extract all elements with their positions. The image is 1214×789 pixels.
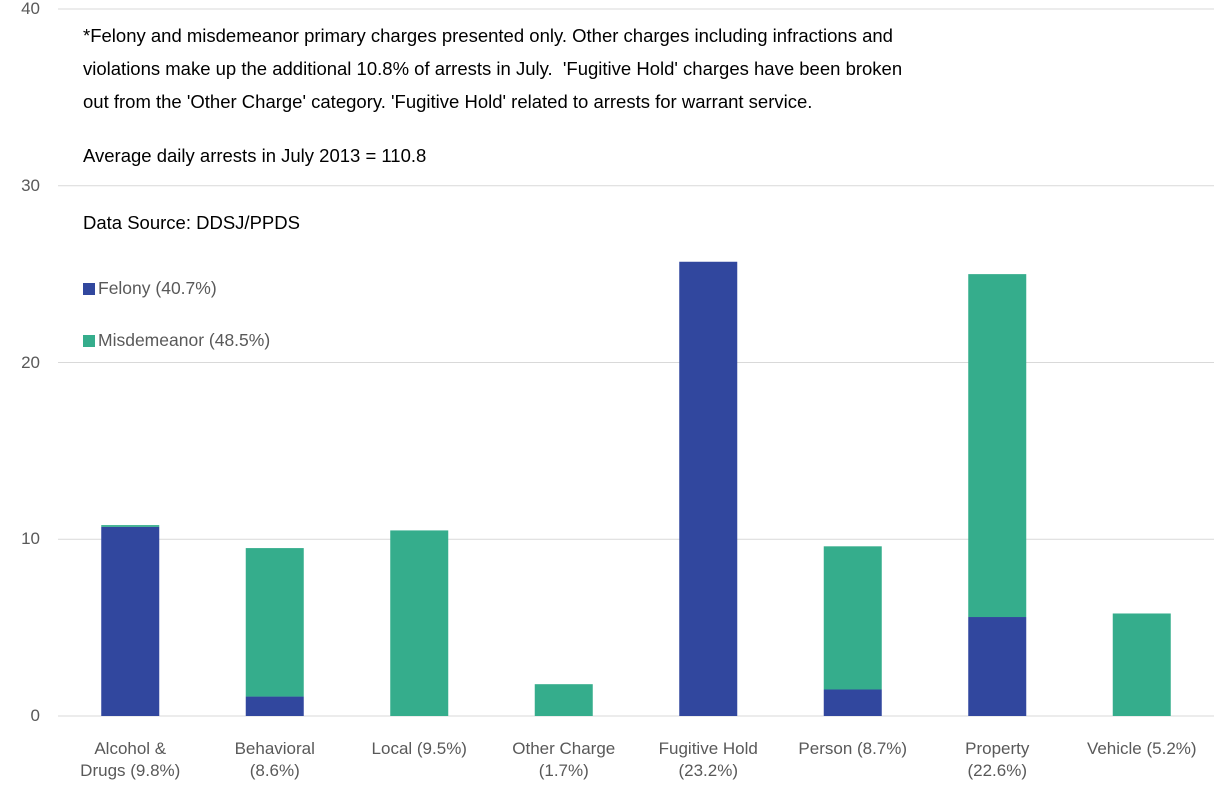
bar-segment (823, 689, 882, 716)
y-tick-label: 10 (21, 529, 40, 549)
bar-segment (1112, 613, 1171, 716)
y-tick-label: 40 (21, 0, 40, 18)
x-tick-label: Person (8.7%) (798, 739, 908, 758)
x-tick-label: Other Charge (1.7%) (512, 739, 616, 780)
bar-segment (390, 530, 449, 716)
bar-segment (823, 546, 882, 690)
legend-swatch (83, 283, 95, 295)
bar-segment (679, 261, 738, 716)
x-tick-label: Fugitive Hold (23.2%) (658, 739, 758, 780)
x-tick-label: Local (9.5%) (371, 739, 467, 758)
bar-segment (245, 548, 304, 697)
y-tick-label: 0 (30, 706, 40, 725)
legend-item: Misdemeanor (48.5%) (83, 329, 270, 351)
annotation: *Felony and misdemeanor primary charges … (83, 25, 903, 112)
x-tick-label: Behavioral (8.6%) (234, 739, 315, 780)
bar-segment (968, 274, 1027, 618)
legend-swatch (83, 335, 95, 347)
legend-label: Misdemeanor (48.5%) (98, 330, 271, 350)
bar-segment (101, 526, 160, 716)
annotation: Data Source: DDSJ/PPDS (83, 212, 300, 233)
bar-segment (534, 684, 593, 716)
legend-item: Felony (40.7%) (83, 277, 217, 299)
bar-segment (101, 525, 160, 527)
bar-segment (245, 696, 304, 716)
bar-segment (968, 617, 1027, 716)
y-tick-label: 20 (21, 352, 40, 372)
x-tick-label: Vehicle (5.2%) (1086, 739, 1197, 758)
y-tick-label: 30 (21, 175, 40, 195)
legend-label: Felony (40.7%) (98, 278, 217, 298)
x-tick-label: Alcohol & Drugs (9.8%) (80, 739, 181, 780)
x-tick-label: Property (22.6%) (965, 739, 1030, 780)
annotation: Average daily arrests in July 2013 = 110… (83, 145, 427, 166)
